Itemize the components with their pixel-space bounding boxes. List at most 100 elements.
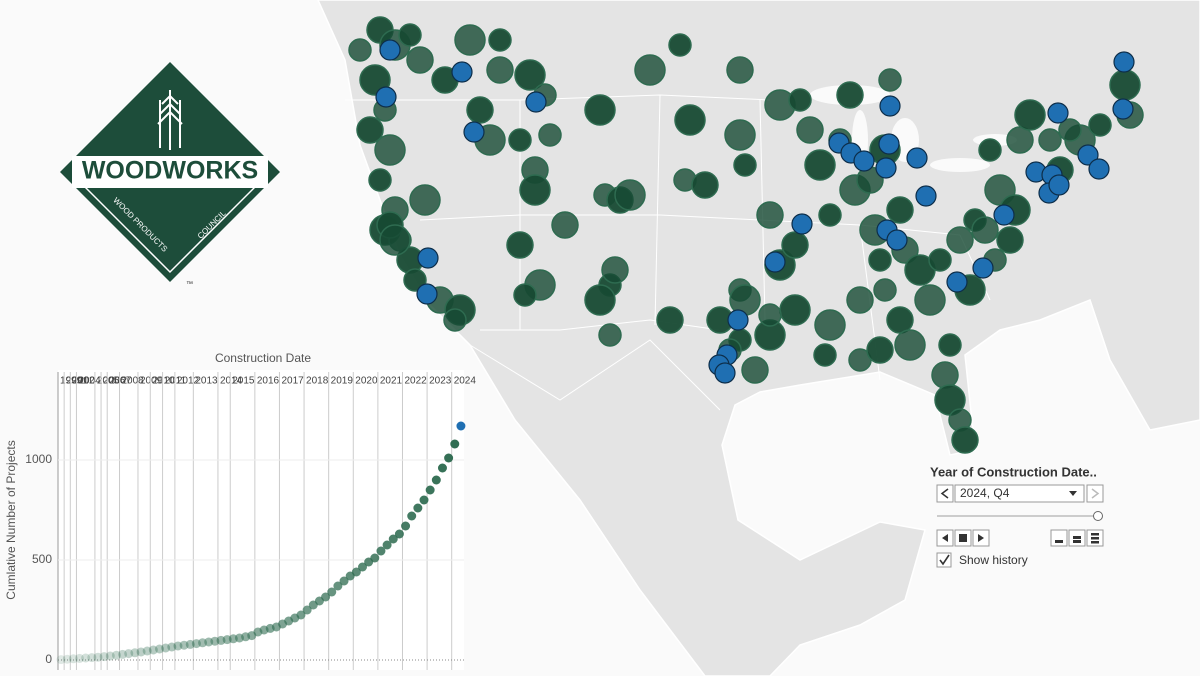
project-marker xyxy=(1058,118,1082,142)
data-point xyxy=(321,592,331,602)
selected-project-marker xyxy=(1077,144,1099,166)
speed-icon xyxy=(1091,541,1099,544)
project-marker xyxy=(538,123,562,147)
project-marker xyxy=(779,294,811,326)
data-point xyxy=(99,652,109,662)
selected-project-marker xyxy=(853,150,875,172)
selected-project-marker xyxy=(764,251,786,273)
data-point xyxy=(130,648,140,658)
logo-band xyxy=(72,156,268,188)
x-tick-label: 2022 xyxy=(404,376,427,387)
selected-project-marker xyxy=(879,95,901,117)
speed-icon xyxy=(1091,537,1099,540)
project-marker xyxy=(1088,113,1112,137)
project-marker xyxy=(914,284,946,316)
project-marker xyxy=(796,116,824,144)
selected-project-marker xyxy=(1112,98,1134,120)
project-marker xyxy=(818,203,842,227)
project-marker xyxy=(724,119,756,151)
speed-icon xyxy=(1091,533,1099,536)
selected-project-marker xyxy=(1113,51,1135,73)
x-tick-label: 2017 xyxy=(281,376,304,387)
project-marker xyxy=(584,284,616,316)
project-marker xyxy=(668,33,692,57)
data-point xyxy=(450,439,460,449)
selected-project-marker xyxy=(525,91,547,113)
data-point xyxy=(370,553,380,563)
project-marker xyxy=(868,248,892,272)
data-point xyxy=(394,529,404,539)
project-marker xyxy=(691,171,719,199)
data-point xyxy=(56,655,66,665)
history-label: Show history xyxy=(959,553,1028,567)
selected-project-marker xyxy=(714,362,736,384)
selected-project-marker xyxy=(993,204,1015,226)
data-point xyxy=(179,640,189,650)
project-marker xyxy=(1006,126,1034,154)
project-marker xyxy=(1038,128,1062,152)
data-point xyxy=(419,495,429,505)
selected-project-marker xyxy=(416,283,438,305)
project-marker xyxy=(368,168,392,192)
project-marker xyxy=(928,248,952,272)
data-point xyxy=(124,649,134,659)
data-point xyxy=(93,652,103,662)
y-axis-label: Cumlative Number of Projects xyxy=(4,440,18,599)
project-marker xyxy=(486,56,514,84)
project-marker xyxy=(836,81,864,109)
project-marker xyxy=(374,134,406,166)
selected-project-marker xyxy=(1048,174,1070,196)
slider-handle[interactable] xyxy=(1093,511,1103,521)
data-point xyxy=(444,453,454,463)
selected-project-marker xyxy=(417,247,439,269)
selected-project-marker xyxy=(875,157,897,179)
selected-project-marker xyxy=(451,61,473,83)
period-dropdown[interactable] xyxy=(954,484,1085,503)
data-point xyxy=(142,646,152,656)
data-point xyxy=(191,639,201,649)
speed-icon xyxy=(1055,540,1063,543)
next-button[interactable] xyxy=(1086,484,1104,503)
data-point xyxy=(75,653,85,663)
x-tick-label: 1999 xyxy=(60,376,83,387)
x-tick-label: 2015 xyxy=(232,376,255,387)
project-marker xyxy=(788,88,812,112)
y-tick-label: 0 xyxy=(45,652,52,666)
project-marker xyxy=(996,226,1024,254)
project-marker xyxy=(406,46,434,74)
x-tick-label: 2020 xyxy=(355,376,378,387)
x-tick-label: 2019 xyxy=(331,376,354,387)
data-point xyxy=(407,511,417,521)
data-point xyxy=(161,643,171,653)
project-marker xyxy=(656,306,684,334)
x-tick-label: 2007 xyxy=(109,376,132,387)
data-point xyxy=(111,650,121,660)
project-marker xyxy=(348,38,372,62)
y-tick-label: 1000 xyxy=(25,452,52,466)
data-point xyxy=(339,576,349,586)
selected-project-marker xyxy=(727,309,749,331)
speed-slow[interactable] xyxy=(1050,529,1068,547)
prev-button[interactable] xyxy=(936,484,954,503)
project-marker xyxy=(804,149,836,181)
filter-panel: Year of Construction Date.. 2024, Q4 Sho… xyxy=(930,464,1104,568)
selected-project-marker xyxy=(886,229,908,251)
x-tick-label: 2006 xyxy=(103,376,126,387)
logo-name: WOODWORKS xyxy=(82,157,258,185)
x-tick-label: 2002 xyxy=(72,376,95,387)
project-marker xyxy=(506,231,534,259)
selected-project-marker xyxy=(878,133,900,155)
x-tick-label: 2011 xyxy=(165,376,187,387)
project-marker xyxy=(513,283,537,307)
project-marker xyxy=(454,24,486,56)
project-marker xyxy=(741,356,769,384)
data-point xyxy=(382,540,392,550)
selected-project-marker xyxy=(463,121,485,143)
x-tick-label: 2008 xyxy=(122,376,145,387)
selected-project-marker xyxy=(972,257,994,279)
data-point xyxy=(358,562,367,572)
chart-background xyxy=(58,370,464,670)
data-point xyxy=(351,567,361,577)
data-point xyxy=(155,644,164,654)
x-tick-label: 2012 xyxy=(177,376,200,387)
